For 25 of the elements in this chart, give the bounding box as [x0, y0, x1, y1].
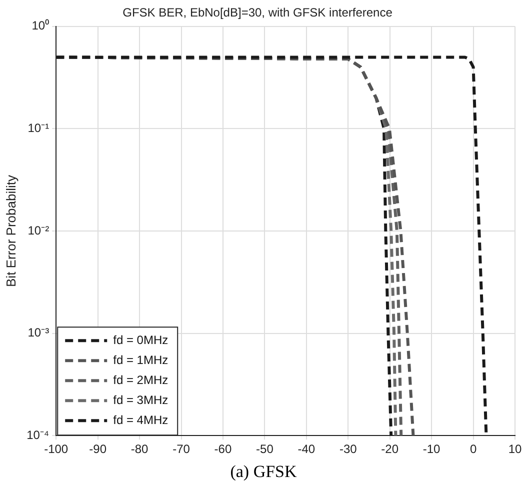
x-tick-label: -10 — [422, 442, 441, 456]
x-tick-label: -50 — [256, 442, 274, 456]
x-tick-label: -100 — [44, 442, 68, 456]
y-tick-label: 10⁻⁴ — [26, 428, 50, 442]
y-axis-title: Bit Error Probability — [3, 174, 18, 287]
y-tick-label: 10⁻³ — [28, 326, 50, 340]
y-tick-label: 10⁰ — [32, 18, 50, 33]
x-tick-label: 0 — [470, 442, 477, 456]
x-tick-label: -40 — [298, 442, 316, 456]
text: (a) GFSK — [229, 462, 298, 482]
legend-label: fd = 4MHz — [113, 412, 168, 427]
legend-label: fd = 1MHz — [113, 352, 168, 367]
legend-label: fd = 2MHz — [113, 372, 168, 387]
x-tick-label: -70 — [172, 442, 190, 456]
legend-label: fd = 0MHz — [113, 332, 168, 347]
y-tick-label: 10⁻¹ — [28, 121, 50, 136]
x-tick-label: 10 — [508, 442, 522, 456]
x-tick-label: -80 — [130, 442, 149, 456]
x-tick-label: -90 — [89, 442, 107, 456]
x-tick-label: -20 — [381, 442, 399, 456]
x-tick-label: -60 — [214, 442, 232, 456]
x-tick-label: -30 — [339, 442, 358, 456]
y-tick-label: 10⁻² — [28, 223, 50, 238]
chart-title: GFSK BER, EbNo[dB]=30, with GFSK interference — [122, 6, 393, 20]
legend-label: fd = 3MHz — [113, 392, 168, 407]
